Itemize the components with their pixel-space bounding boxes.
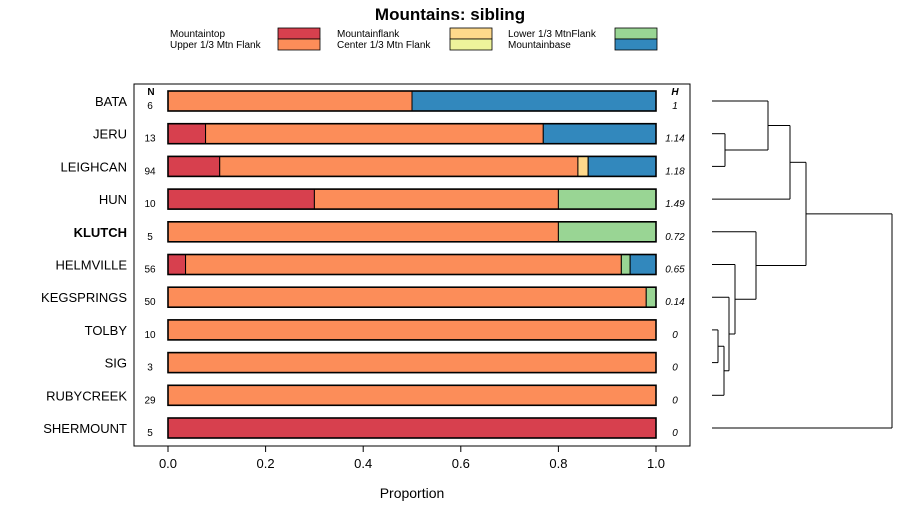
bar-segment: [645, 286, 657, 308]
h-value: 1.18: [665, 166, 685, 177]
n-value: 56: [144, 265, 156, 276]
bar-outline: [167, 221, 657, 243]
category-label: TOLBY: [85, 323, 128, 338]
category-label: BATA: [95, 94, 127, 109]
n-value: 50: [144, 297, 156, 308]
h-value: 0.65: [665, 265, 685, 276]
n-value: 5: [147, 428, 153, 439]
n-value: 3: [147, 363, 153, 374]
x-tick-label: 0.6: [452, 456, 470, 471]
category-label: RUBYCREEK: [46, 388, 127, 403]
bar-outline: [167, 384, 657, 407]
bar-outline: [167, 253, 657, 276]
legend-swatch: [277, 38, 321, 51]
chart-title: Mountains: sibling: [375, 5, 525, 24]
bar-outline: [167, 90, 657, 112]
bar-segment: [219, 155, 579, 177]
bar-segment: [167, 188, 315, 210]
h-value: 0.72: [665, 232, 685, 243]
bar-outline: [167, 155, 657, 178]
legend-label: Mountainbase: [508, 40, 571, 51]
x-tick-label: 0.0: [159, 456, 177, 471]
bar-segment: [185, 254, 622, 275]
n-value: 94: [144, 166, 156, 177]
h-value: 0: [672, 330, 678, 341]
bars-group: [167, 90, 657, 439]
h-header: H: [671, 87, 679, 98]
bar-segment: [167, 352, 657, 374]
category-label: JERU: [93, 127, 127, 142]
x-tick-label: 0.2: [257, 456, 275, 471]
n-header: N: [147, 87, 154, 98]
category-label: SIG: [105, 356, 127, 371]
n-value: 10: [144, 330, 156, 341]
n-value: 13: [144, 134, 156, 145]
x-axis-title: Proportion: [380, 485, 445, 501]
category-label: LEIGHCAN: [61, 159, 127, 174]
bar-segment: [167, 417, 657, 439]
x-tick-label: 0.8: [549, 456, 567, 471]
row-labels-group: BATA 6 1 JERU 13 1.14 LEIGHCAN 94 1.18 HUN 10 1.49 K…: [41, 94, 685, 439]
legend-swatch: [614, 27, 658, 40]
n-value: 5: [147, 232, 153, 243]
legend-swatch: [449, 38, 493, 51]
legend-swatch: [614, 38, 658, 51]
bar-segment: [620, 254, 631, 275]
bar-segment: [167, 221, 559, 243]
bar-outline: [167, 417, 657, 439]
bar-segment: [167, 319, 657, 341]
bar-segment: [167, 123, 207, 145]
bar-segment: [587, 155, 657, 177]
bar-segment: [205, 123, 544, 145]
legend-label: Mountainflank: [337, 29, 400, 40]
category-label: SHERMOUNT: [43, 421, 127, 436]
bar-segment: [167, 155, 221, 177]
bar-segment: [577, 155, 589, 177]
bar-segment: [167, 90, 413, 112]
legend: Mountaintop Mountainflank Lower 1/3 MtnFla…: [170, 27, 658, 51]
bar-segment: [313, 188, 559, 210]
bar-segment: [167, 384, 657, 406]
category-label: HELMVILLE: [55, 258, 127, 273]
h-value: 1.14: [665, 134, 685, 145]
bar-segment: [167, 286, 647, 308]
bar-outline: [167, 122, 657, 145]
bar-segment: [542, 123, 657, 145]
bar-segment: [557, 188, 657, 210]
legend-swatch: [277, 27, 321, 40]
bar-outline: [167, 351, 657, 374]
x-tick-label: 0.4: [354, 456, 372, 471]
bar-outline: [167, 286, 657, 309]
bar-segment: [167, 254, 187, 275]
n-value: 10: [144, 199, 156, 210]
bar-segment: [629, 254, 657, 275]
legend-label: Upper 1/3 Mtn Flank: [170, 40, 262, 51]
bar-outline: [167, 188, 657, 210]
dendrogram: [712, 100, 893, 429]
x-tick-label: 1.0: [647, 456, 665, 471]
h-value: 0.14: [665, 297, 685, 308]
n-value: 6: [147, 101, 153, 112]
bar-outline: [167, 319, 657, 341]
category-label: KLUTCH: [74, 225, 127, 240]
h-value: 1: [672, 101, 678, 112]
h-value: 1.49: [665, 199, 685, 210]
x-axis: 0.0 0.2 0.4 0.6 0.8 1.0: [159, 446, 665, 471]
legend-label: Center 1/3 Mtn Flank: [337, 40, 431, 51]
h-value: 0: [672, 395, 678, 406]
h-value: 0: [672, 363, 678, 374]
legend-label: Mountaintop: [170, 29, 225, 40]
legend-label: Lower 1/3 MtnFlank: [508, 29, 597, 40]
category-label: KEGSPRINGS: [41, 290, 127, 305]
n-value: 29: [144, 395, 156, 406]
panel-border: [133, 83, 691, 447]
category-label: HUN: [99, 192, 127, 207]
legend-swatch: [449, 27, 493, 40]
bar-segment: [411, 90, 657, 112]
bar-segment: [557, 221, 657, 243]
h-value: 0: [672, 428, 678, 439]
